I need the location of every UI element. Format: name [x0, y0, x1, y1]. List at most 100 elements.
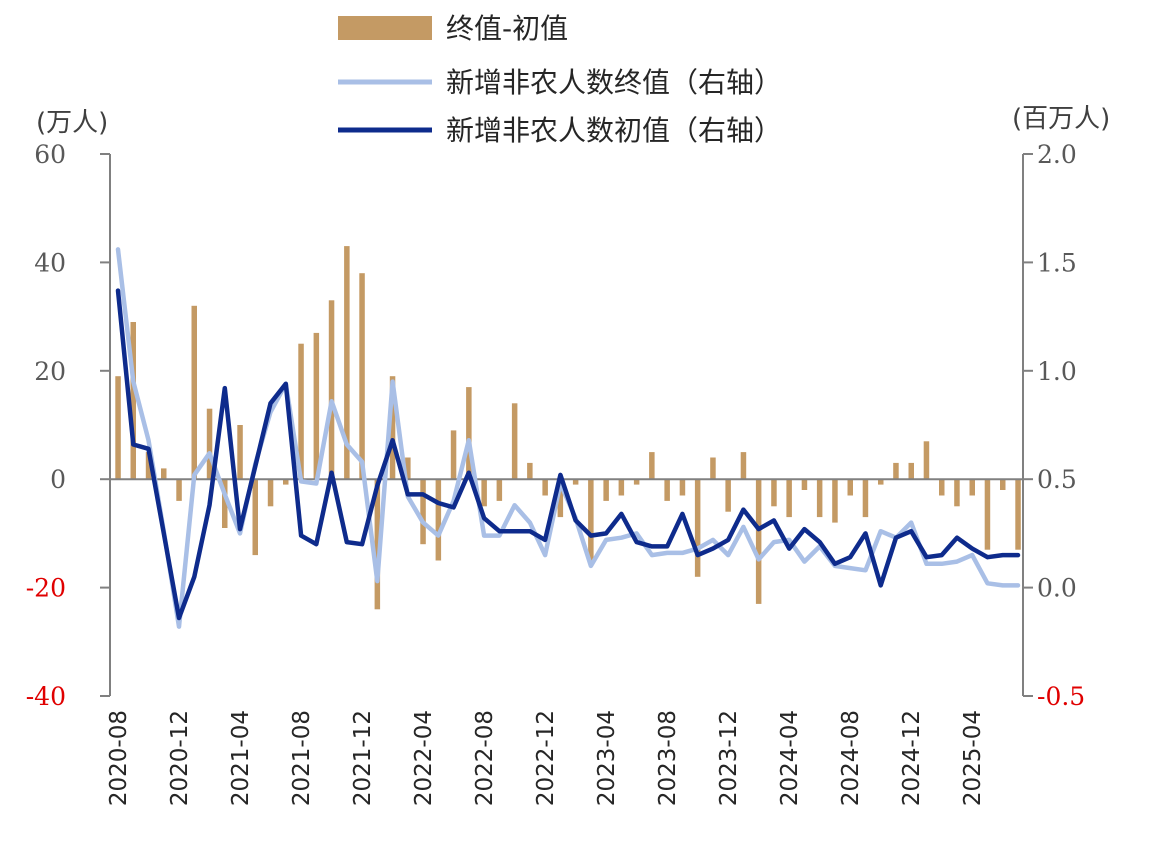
left-tick-label: 0 — [50, 465, 66, 494]
bar-2021-02 — [206, 408, 213, 480]
bar-2025-06 — [1000, 479, 1006, 490]
bar-2023-12 — [725, 479, 731, 512]
x-tick-label: 2023-12 — [716, 710, 742, 806]
bar-2024-03 — [771, 479, 777, 507]
right-tick-label: 0.0 — [1037, 574, 1077, 603]
left-tick-label: 20 — [34, 357, 66, 386]
bar-2022-03 — [405, 457, 411, 480]
bar-2021-09 — [313, 332, 320, 480]
bar-2023-01 — [557, 479, 564, 518]
left-tick-label: -40 — [26, 682, 66, 711]
bar-2023-04 — [603, 479, 609, 501]
bar-2025-04 — [969, 479, 975, 496]
bar-2024-06 — [816, 479, 823, 518]
bar-2023-06 — [633, 479, 640, 485]
bar-2022-06 — [450, 430, 457, 480]
x-tick-label: 2025-04 — [960, 710, 986, 806]
x-tick-label: 2021-12 — [350, 710, 376, 806]
x-tick-label: 2022-12 — [533, 710, 559, 806]
bar-2024-09 — [862, 479, 869, 518]
right-tick-label: 1.5 — [1037, 248, 1077, 277]
bar-2022-11 — [527, 462, 533, 480]
bar-2020-11 — [161, 468, 167, 480]
x-tick-label: 2022-04 — [411, 710, 437, 806]
bar-2023-07 — [649, 452, 655, 480]
bar-2024-07 — [832, 479, 838, 523]
x-tick-label: 2021-08 — [289, 710, 315, 806]
bar-2021-04 — [237, 425, 243, 480]
bar-2020-10 — [145, 452, 152, 480]
chart-legend: 终值-初值 新增非农人数终值（右轴） 新增非农人数初值（右轴） — [338, 12, 782, 147]
bar-2023-05 — [618, 479, 625, 496]
bar-2023-11 — [710, 457, 716, 480]
bar-2021-11 — [344, 246, 350, 480]
bar-2024-01 — [740, 452, 747, 480]
bar-series — [115, 246, 1021, 610]
bar-2022-02 — [389, 376, 396, 480]
left-tick-label: -20 — [26, 574, 66, 603]
bar-2023-09 — [679, 479, 686, 496]
line-initial-value — [115, 288, 1021, 621]
bar-2024-10 — [878, 479, 884, 485]
bar-2021-10 — [328, 300, 335, 480]
right-tick-label: -0.5 — [1037, 682, 1085, 711]
x-axis-labels: 2020-08 2020-12 2021-04 2021-08 2021-12 2022-… — [106, 710, 986, 806]
x-tick-label: 2022-08 — [472, 710, 498, 806]
x-tick-label: 2024-08 — [838, 710, 864, 806]
bar-2022-05 — [435, 479, 442, 561]
bar-2021-06 — [267, 479, 274, 507]
left-axis-unit: (万人) — [36, 108, 108, 138]
legend-label-initial: 新增非农人数初值（右轴） — [446, 114, 782, 147]
bar-2024-08 — [847, 479, 853, 496]
bar-2022-04 — [420, 479, 426, 545]
bar-2025-02 — [939, 479, 945, 496]
bar-2022-12 — [542, 479, 548, 496]
bar-2023-10 — [694, 479, 701, 577]
line-final-value — [115, 247, 1021, 629]
bar-2024-11 — [893, 462, 899, 480]
bar-2020-08 — [115, 376, 121, 480]
x-tick-label: 2021-04 — [228, 710, 254, 806]
bar-2023-03 — [588, 479, 594, 561]
bar-2021-08 — [298, 343, 304, 480]
right-tick-label: 0.5 — [1037, 465, 1077, 494]
line-series — [115, 247, 1021, 629]
legend-label-bar: 终值-初值 — [446, 12, 568, 45]
bar-2024-02 — [755, 479, 762, 604]
bar-2025-05 — [984, 479, 991, 550]
bar-2024-05 — [801, 479, 808, 490]
legend-label-final: 新增非农人数终值（右轴） — [446, 66, 782, 99]
x-tick-label: 2020-12 — [167, 710, 193, 806]
left-tick-label: 60 — [34, 140, 66, 169]
x-tick-label: 2020-08 — [106, 710, 132, 806]
bar-2023-02 — [572, 479, 579, 485]
bar-2021-05 — [252, 479, 258, 556]
bar-2021-01 — [191, 305, 197, 480]
bar-2022-09 — [496, 479, 503, 501]
bar-2025-07 — [1015, 479, 1021, 550]
bar-2022-08 — [481, 479, 487, 507]
bar-2025-03 — [954, 479, 960, 507]
right-tick-label: 1.0 — [1037, 357, 1077, 386]
bar-2020-09 — [130, 322, 136, 480]
x-tick-label: 2024-12 — [899, 710, 925, 806]
right-tick-label: 2.0 — [1037, 140, 1077, 169]
bar-2022-01 — [374, 479, 381, 610]
bar-2025-01 — [923, 441, 930, 480]
x-tick-label: 2024-04 — [777, 710, 803, 806]
axes: 60 40 20 0 -20 -40 2.0 1.5 1.0 0.5 0.0 -0.5 — [26, 140, 1085, 711]
bar-2024-12 — [908, 462, 914, 480]
right-axis-unit: (百万人) — [1012, 104, 1110, 134]
bar-2022-10 — [511, 403, 518, 480]
bar-2021-12 — [359, 273, 365, 480]
bar-2023-08 — [664, 479, 670, 501]
bar-2021-07 — [283, 479, 289, 485]
bar-2020-12 — [176, 479, 182, 501]
left-tick-label: 40 — [34, 248, 66, 277]
legend-swatch-bar — [338, 16, 432, 40]
x-tick-label: 2023-04 — [594, 710, 620, 806]
bar-2022-07 — [466, 387, 472, 480]
x-tick-label: 2023-08 — [655, 710, 681, 806]
bar-2021-03 — [222, 479, 228, 528]
